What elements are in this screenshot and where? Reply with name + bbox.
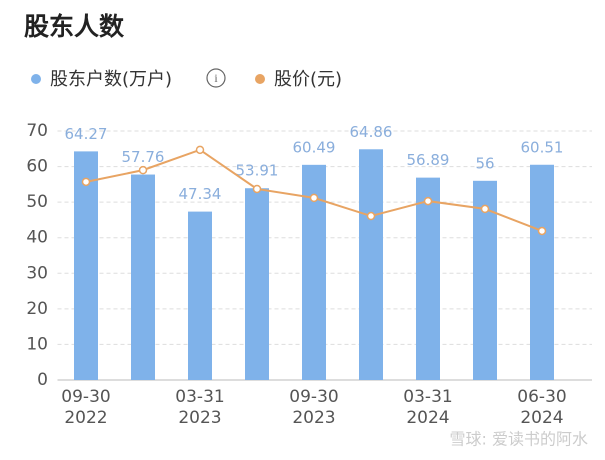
legend-label: 股价(元)	[274, 69, 342, 90]
watermark: 雪球: 爱读书的阿水	[450, 430, 588, 449]
info-icon[interactable]	[206, 68, 226, 88]
price-point	[252, 184, 262, 194]
bar	[530, 164, 554, 380]
value-label: 53.91	[236, 162, 279, 180]
price-point	[138, 165, 148, 175]
y-tick-label: 20	[26, 299, 48, 319]
x-tick-label: 09-30 2022	[61, 387, 111, 428]
y-tick-label: 50	[26, 192, 48, 212]
price-point	[81, 177, 91, 187]
info-icon-glyph: i	[214, 71, 218, 85]
y-tick-label: 60	[26, 157, 48, 177]
value-label: 47.34	[179, 185, 222, 203]
x-tick-label: 06-30 2024	[517, 387, 567, 428]
bar	[245, 188, 269, 380]
legend-swatch	[255, 74, 265, 84]
bar	[188, 211, 212, 380]
price-point	[309, 193, 319, 203]
price-point	[195, 145, 205, 155]
y-tick-label: 10	[26, 334, 48, 354]
y-tick-label: 0	[37, 370, 48, 390]
price-point	[480, 204, 490, 214]
x-tick-label: 03-31 2024	[403, 387, 453, 428]
bar	[416, 177, 440, 380]
legend-label: 股东户数(万户)	[50, 69, 172, 90]
price-point	[366, 211, 376, 221]
bar	[473, 180, 497, 380]
y-tick-label: 70	[26, 121, 48, 141]
value-label: 56	[475, 154, 494, 172]
value-label: 57.76	[122, 148, 165, 166]
value-label: 60.51	[521, 138, 564, 156]
bar	[359, 149, 383, 380]
legend-swatch	[31, 74, 41, 84]
value-label: 64.86	[350, 123, 393, 141]
y-tick-label: 40	[26, 228, 48, 248]
price-point	[537, 226, 547, 236]
x-tick-label: 03-31 2023	[175, 387, 225, 428]
value-label: 60.49	[293, 138, 336, 156]
y-tick-label: 30	[26, 263, 48, 283]
bar	[74, 151, 98, 380]
bar	[131, 174, 155, 380]
x-tick-label: 09-30 2023	[289, 387, 339, 428]
chart-title: 股东人数	[24, 12, 125, 41]
price-point	[423, 196, 433, 206]
value-label: 56.89	[407, 151, 450, 169]
value-label: 64.27	[65, 125, 108, 143]
